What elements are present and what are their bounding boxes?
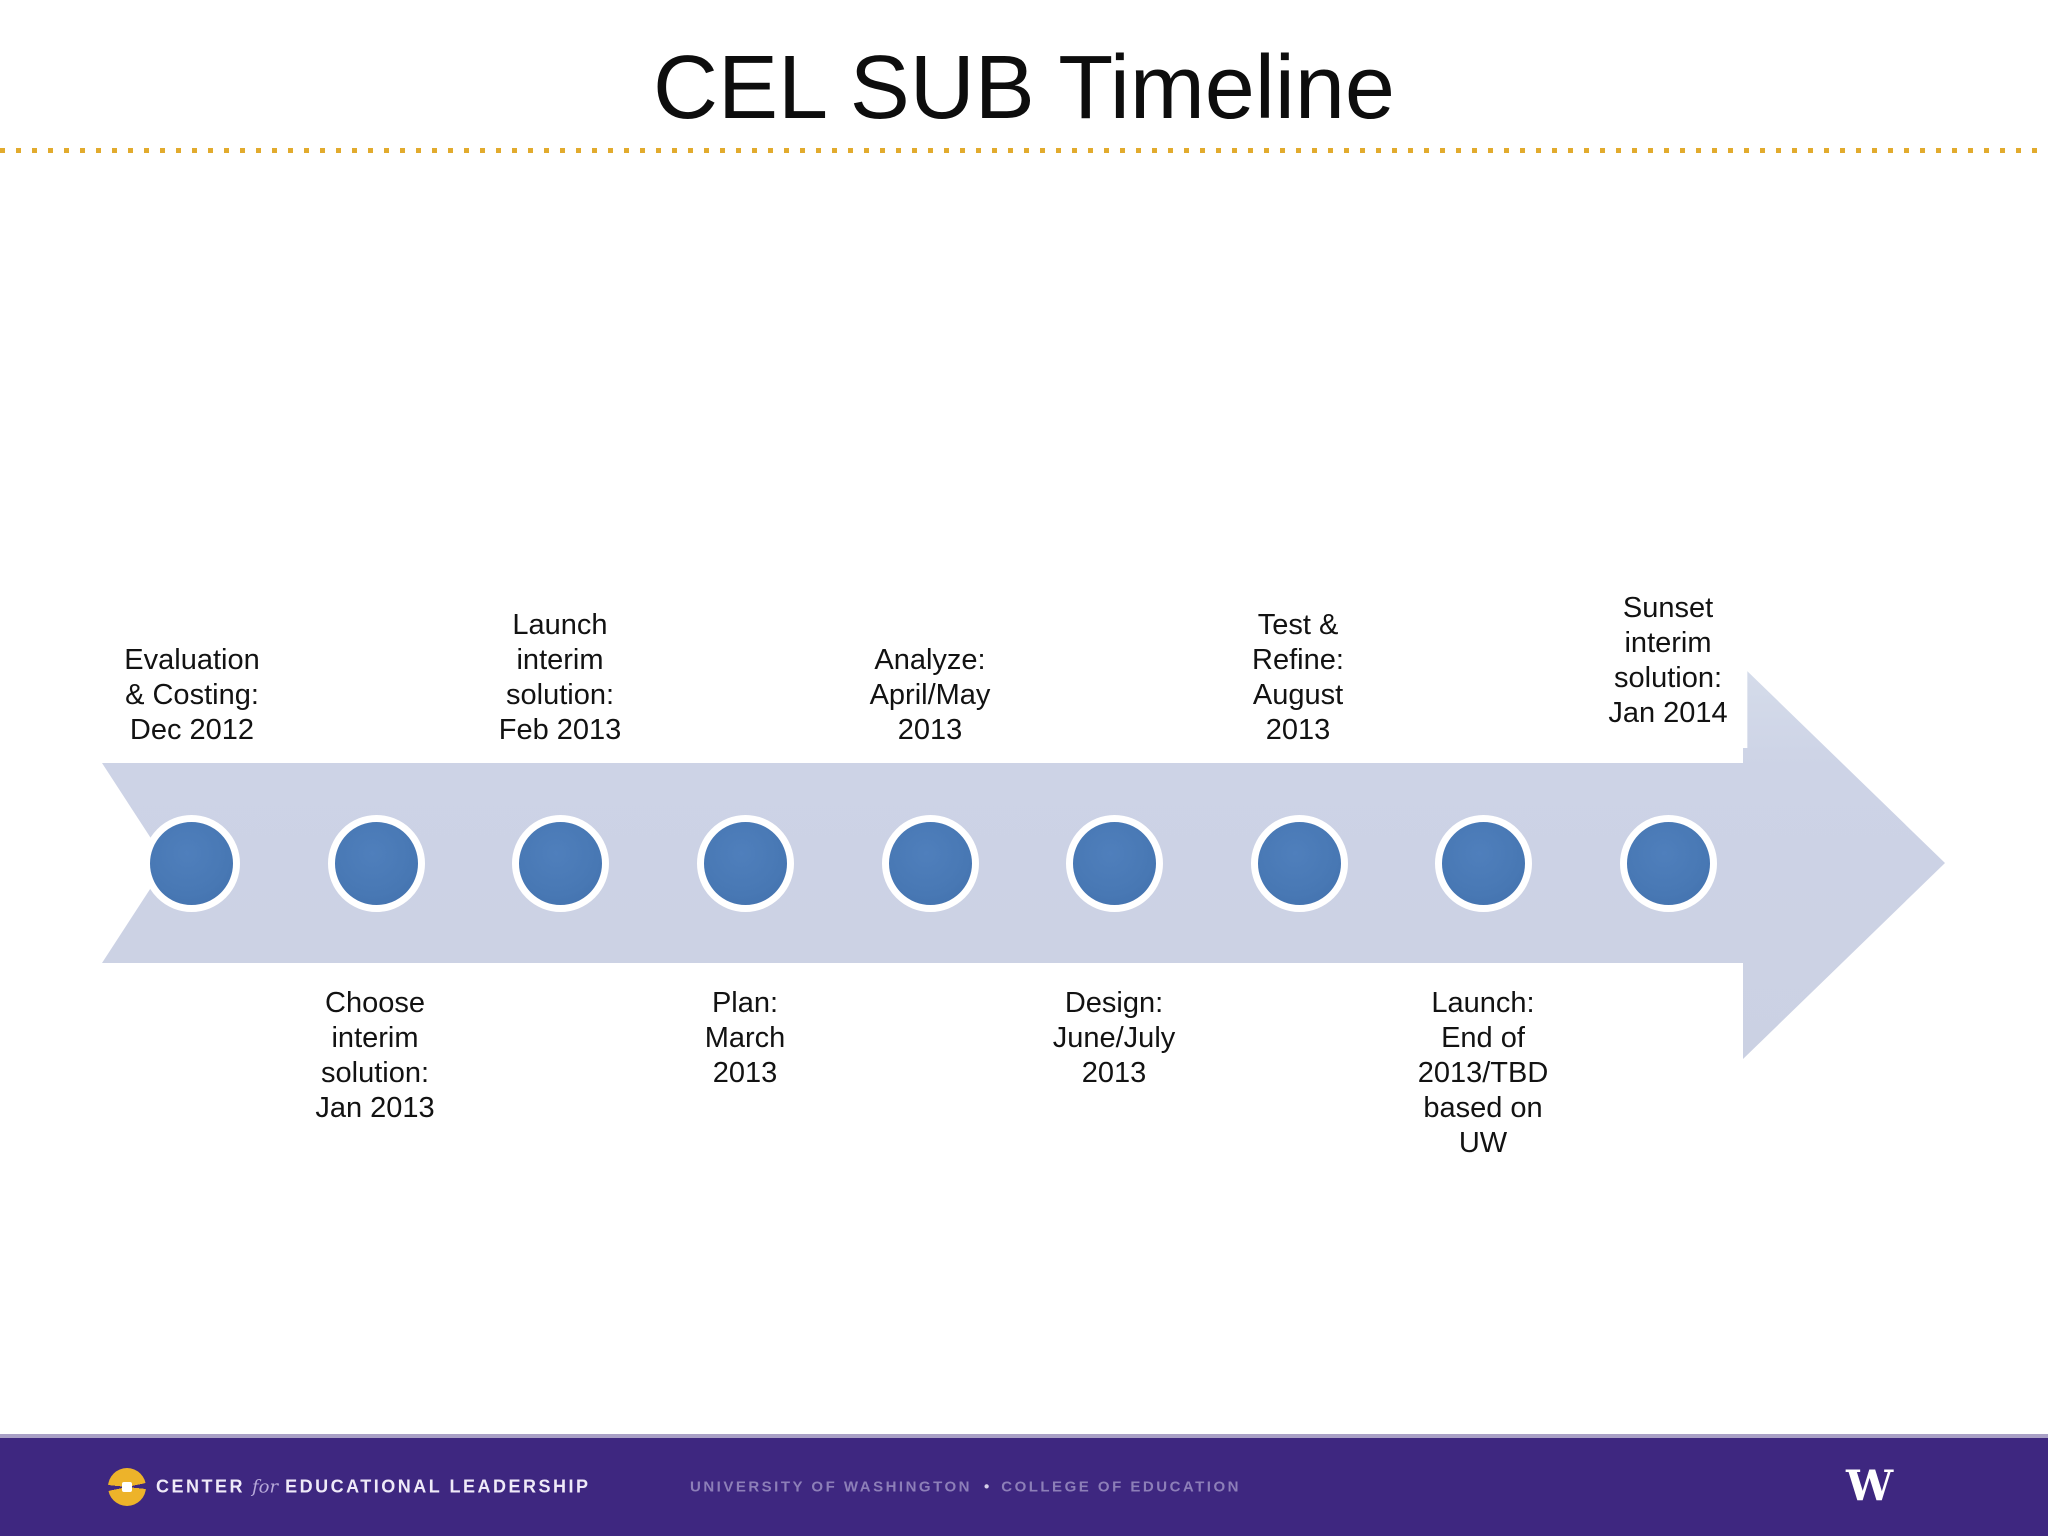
timeline-dot [1620,815,1717,912]
milestone-label: Launch interim solution: Feb 2013 [498,609,622,746]
milestone-label: Launch: End of 2013/TBD based on UW [1417,987,1549,1159]
cel-wordmark: CENTER for EDUCATIONAL LEADERSHIP [156,1477,590,1498]
milestone-label: Evaluation & Costing: Dec 2012 [124,644,260,746]
college-name: COLLEGE OF EDUCATION [1001,1478,1241,1496]
arrow-shape [102,667,1945,1059]
milestone-label: Sunset interim solution: Jan 2014 [1588,581,1748,748]
timeline-dot [143,815,240,912]
university-name: UNIVERSITY OF WASHINGTON [690,1478,972,1496]
page-title: CEL SUB Timeline [653,38,1395,138]
footer-bar: CENTER for EDUCATIONAL LEADERSHIP UNIVERSI… [0,1438,2048,1536]
timeline-dot [881,815,979,912]
bullet-separator: • [983,1478,990,1496]
timeline-dot [1250,815,1348,912]
university-line: UNIVERSITY OF WASHINGTON • COLLEGE OF EDUC… [690,1479,1241,1496]
milestone-label: Design: June/July 2013 [1052,987,1176,1089]
milestone-label: Choose interim solution: Jan 2013 [315,987,435,1124]
timeline-dot [1435,815,1533,912]
timeline-dot [1066,815,1164,912]
timeline-dot [327,815,425,912]
timeline-dot [696,815,794,912]
title-divider [0,148,2048,153]
milestone-label: Analyze: April/May 2013 [869,644,991,746]
cel-wordmark-for: for [252,1476,279,1498]
cel-swirl-logo-icon [108,1468,146,1506]
cel-wordmark-rest: EDUCATIONAL LEADERSHIP [285,1476,591,1497]
cel-wordmark-center: CENTER [156,1476,246,1497]
milestone-label: Plan: March 2013 [704,987,786,1089]
timeline-dots [143,815,1717,912]
uw-logo: W [1846,1461,1894,1511]
milestone-label: Test & Refine: August 2013 [1252,609,1344,746]
timeline-dot [512,815,610,912]
